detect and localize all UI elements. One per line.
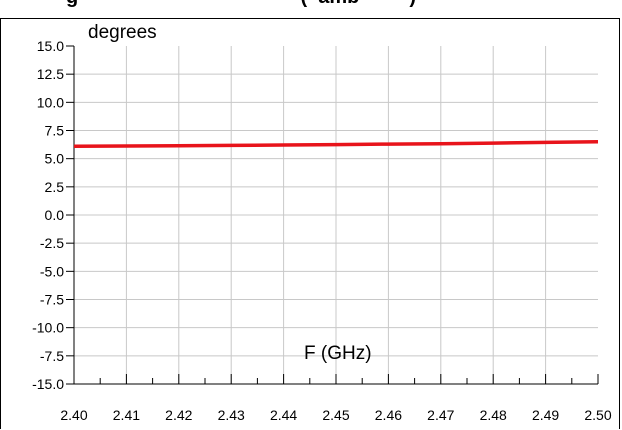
axes (73, 46, 598, 385)
y-ticks: 15.0 12.5 10.0 7.5 5.0 2.5 0.0 -2.5 -5.0 -7.5 -10.… (32, 38, 74, 392)
x-tick-label: 2.42 (165, 407, 192, 423)
y-tick-label: -7.5 (40, 348, 64, 364)
title-strip: g ( amb ) (0, 0, 622, 18)
y-tick-label: -5.0 (40, 263, 64, 279)
y-tick-label: -10.0 (32, 320, 64, 336)
x-tick-label: 2.43 (218, 407, 245, 423)
x-ticks: 2.40 2.41 2.42 2.43 2.44 2.45 2.46 2.47 2.48 2.49… (60, 374, 612, 423)
y-tick-label: -2.5 (40, 235, 64, 251)
chart-frame (0, 18, 620, 429)
y-tick-label: -7.5 (40, 292, 64, 308)
x-axis-label: F (GHz) (304, 343, 372, 364)
series-line (73, 140, 599, 149)
x-tick-label: 2.50 (584, 407, 611, 423)
series-group (73, 140, 599, 149)
x-tick-label: 2.48 (480, 407, 507, 423)
y-axis-unit-label: degrees (88, 22, 157, 43)
x-tick-label: 2.44 (270, 407, 297, 423)
x-tick-label: 2.40 (60, 407, 87, 423)
y-tick-label: 0.0 (45, 207, 65, 223)
y-tick-label: 15.0 (37, 38, 64, 54)
y-tick-label: 5.0 (45, 151, 65, 167)
chart-title-fragment: g ( amb ) (66, 0, 416, 9)
x-tick-label: 2.46 (375, 407, 402, 423)
y-tick-label: 2.5 (45, 179, 65, 195)
y-tick-label: -15.0 (32, 376, 64, 392)
x-tick-label: 2.41 (113, 407, 140, 423)
y-tick-label: 10.0 (37, 94, 64, 110)
y-tick-label: 7.5 (45, 123, 65, 139)
x-tick-label: 2.47 (427, 407, 454, 423)
x-tick-label: 2.45 (322, 407, 349, 423)
grid-lines (74, 46, 598, 384)
y-tick-label: 12.5 (37, 66, 64, 82)
x-tick-label: 2.49 (532, 407, 559, 423)
